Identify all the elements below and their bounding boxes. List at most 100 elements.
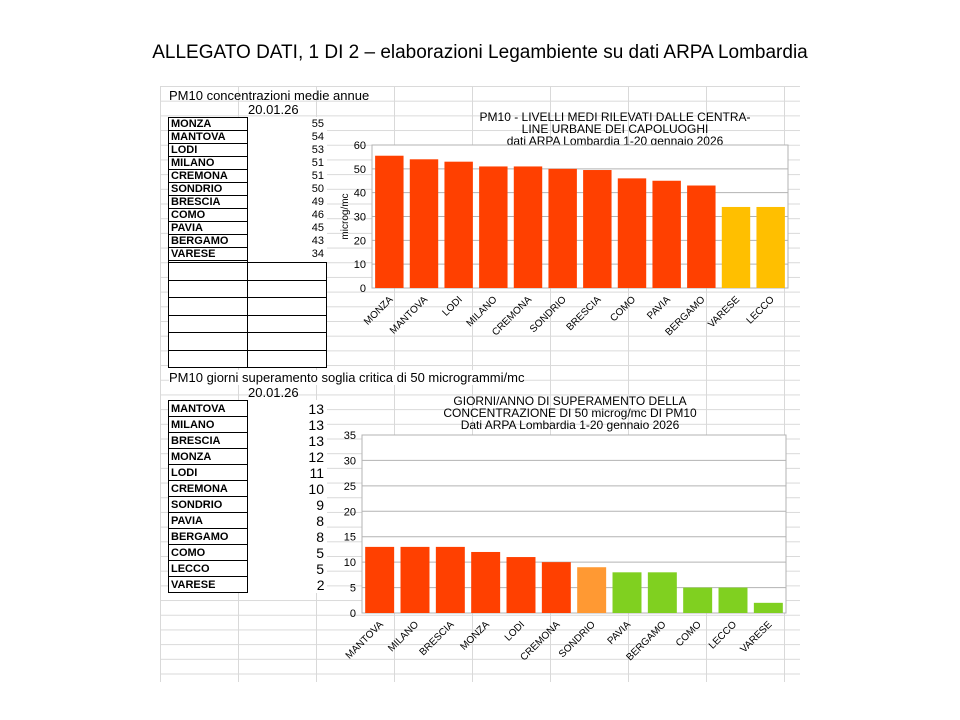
table-row: PAVIA 45 [168,221,327,235]
x-tick-label: MANTOVA [388,294,430,336]
value-cell: 11 [309,464,324,481]
city-cell: CREMONA [168,169,248,183]
value-cell: 12 [308,448,324,465]
city-cell: COMO [168,208,248,222]
value-cell: 46 [311,209,324,221]
value-cell: 50 [311,183,324,195]
x-tick-label: VARESE [706,294,742,330]
city-cell: SONDRIO [168,496,248,513]
value-cell: 45 [311,222,324,234]
y-tick-label: 50 [354,164,366,176]
chart2-title-line: GIORNI/ANNO DI SUPERAMENTO DELLA [453,394,687,408]
table-row: VARESE 34 [168,247,327,261]
y-tick-label: 30 [354,212,366,224]
city-cell: LODI [168,143,248,157]
city-cell: CREMONA [168,480,248,497]
y-tick-label: 10 [354,259,366,271]
x-tick-label: LECCO [707,619,739,651]
y-tick-label: 40 [354,188,366,200]
bar [617,178,647,288]
city-cell: PAVIA [168,221,248,235]
value-cell: 13 [308,432,324,449]
table-row: BERGAMO 43 [168,234,327,248]
bar [652,180,681,288]
bar [506,557,536,613]
city-cell: LECCO [168,560,248,577]
value-cell: 51 [311,157,324,169]
bar [513,166,543,288]
x-tick-label: BRESCIA [565,294,604,333]
y-tick-label: 5 [350,583,356,595]
table-row: LODI 11 [168,464,327,481]
city-cell: MANTOVA [168,400,248,417]
city-cell: PAVIA [168,512,248,529]
x-tick-label: BRESCIA [418,619,457,658]
value-cell: 13 [308,416,324,433]
chart1-title-line: PM10 - LIVELLI MEDI RILEVATI DALLE CENTR… [479,110,751,124]
bar [365,546,395,613]
y-tick-label: 20 [344,506,356,518]
bar [471,551,501,613]
chart1-title-line: dati ARPA Lombardia 1-20 gennaio 2026 [506,134,724,148]
y-tick-label: 0 [350,608,356,620]
x-tick-label: VARESE [739,619,775,655]
x-tick-label: SONDRIO [557,619,598,660]
table-row: PAVIA 8 [168,512,327,529]
table-row: CREMONA 10 [168,480,327,497]
table-row: SONDRIO 50 [168,182,327,196]
chart1-title-line: LINE URBANE DEI CAPOLUOGHI [521,122,709,136]
y-tick-label: 60 [354,140,366,152]
city-cell: MONZA [168,448,248,465]
x-tick-label: PAVIA [645,294,673,322]
value-cell: 34 [311,248,324,260]
value-cell: 9 [316,496,324,513]
table-row: MILANO 13 [168,416,327,433]
chart2-title: GIORNI/ANNO DI SUPERAMENTO DELLA CONCENT… [370,395,770,431]
value-cell: 5 [316,544,324,561]
table-row: SONDRIO 9 [168,496,327,513]
value-cell: 55 [311,118,324,130]
table-row: COMO 46 [168,208,327,222]
value-cell: 13 [308,400,324,417]
table-row: BERGAMO 8 [168,528,327,545]
bar [612,572,642,613]
bar [756,206,785,288]
value-cell: 43 [311,235,324,247]
table1-date: 20.01.26 [248,102,299,117]
x-tick-label: MONZA [458,619,492,653]
bar [375,155,404,288]
city-cell: LODI [168,464,248,481]
table-row: MANTOVA 54 [168,130,327,144]
chart2-title-line: CONCENTRAZIONE DI 50 microg/mc DI PM10 [443,406,697,420]
bar [400,546,430,613]
table-row: CREMONA 51 [168,169,327,183]
bar [577,567,607,613]
city-cell: BRESCIA [168,432,248,449]
city-cell: MILANO [168,156,248,170]
city-cell: MANTOVA [168,130,248,144]
value-cell: 2 [316,576,325,593]
value-cell: 49 [311,196,324,208]
bar [435,546,465,613]
plot-area [361,434,787,614]
value-cell: 5 [316,560,324,577]
y-tick-label: 10 [344,557,356,569]
x-tick-label: MANTOVA [344,619,386,661]
value-cell: 54 [311,131,324,143]
table1-header: PM10 concentrazioni medie annue [169,88,370,103]
y-tick-label: 25 [344,481,356,493]
table1: MONZA 55 MANTOVA 54 LODI 53 MILANO 51 CREMONA 51 S… [168,117,327,274]
value-cell: 51 [311,170,324,182]
y-tick-label: 30 [344,455,356,467]
value-cell: 53 [311,144,324,156]
bar [479,166,508,288]
table-row: LECCO 5 [168,560,327,577]
table-row: LODI 53 [168,143,327,157]
city-cell: MONZA [168,117,248,131]
x-tick-label: MILANO [465,294,500,329]
table-row: MANTOVA 13 [168,400,327,417]
bar [718,587,748,613]
